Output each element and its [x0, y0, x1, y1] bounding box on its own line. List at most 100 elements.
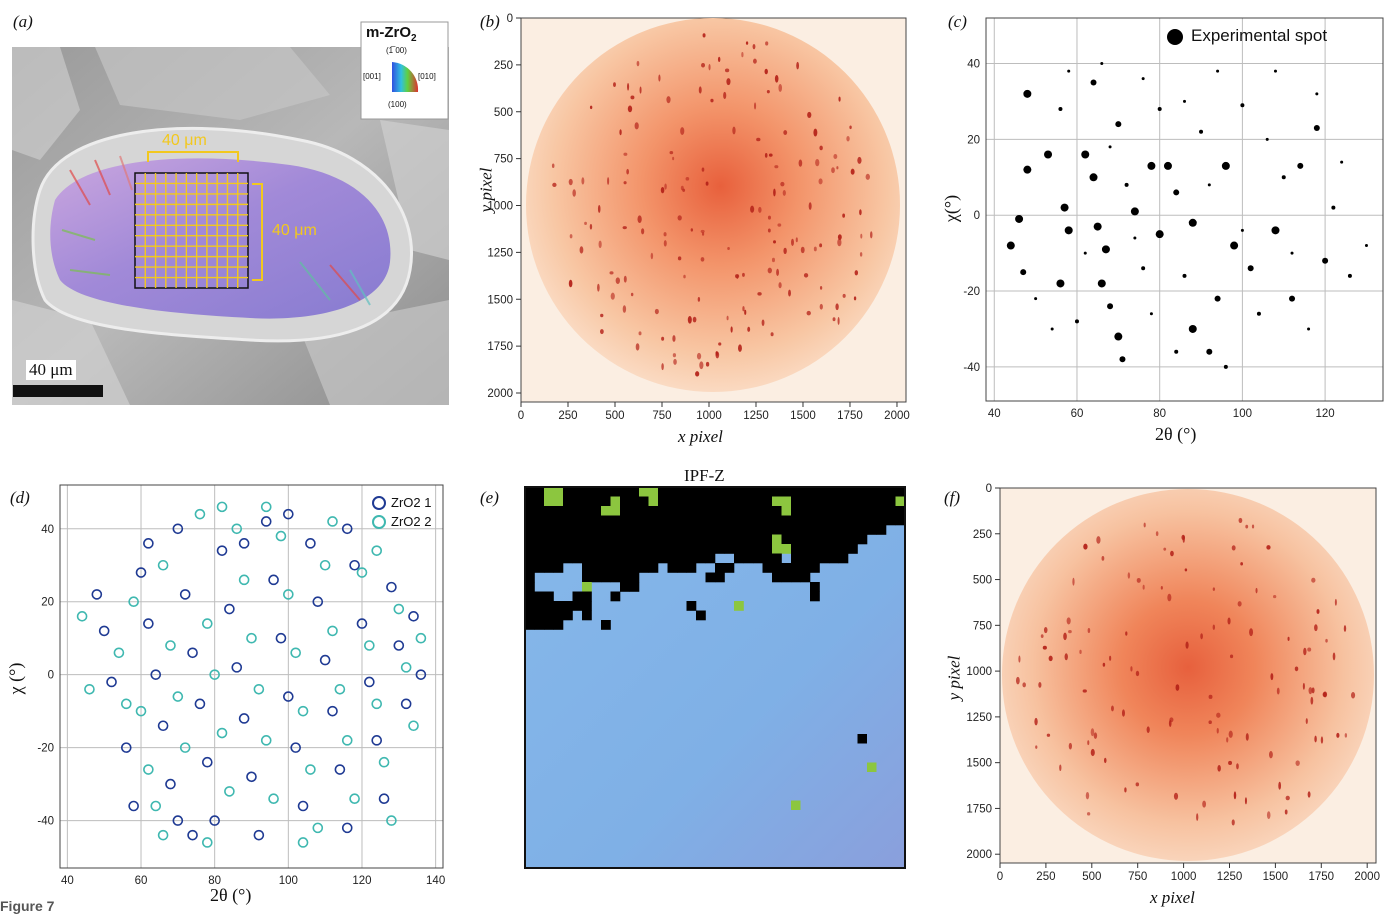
unindexed-pixel [867, 506, 877, 516]
diffraction-spot [1082, 689, 1087, 693]
unindexed-pixel [810, 515, 820, 526]
unindexed-pixel [838, 544, 849, 554]
unindexed-pixel [715, 563, 725, 573]
diffraction-spot [600, 313, 604, 318]
diffraction-spot [788, 289, 791, 297]
unindexed-pixel [629, 563, 640, 573]
zro2-2-spot [297, 705, 309, 717]
unindexed-pixel [857, 515, 868, 526]
unindexed-pixel [639, 525, 649, 535]
diffraction-spot [623, 152, 628, 156]
zro2-2-spot [172, 691, 184, 702]
experimental-spot [1322, 257, 1329, 264]
unindexed-pixel [620, 572, 630, 583]
diffraction-spot [767, 267, 772, 274]
diffraction-spot [765, 41, 769, 46]
y-tick-label: 0 [48, 670, 54, 682]
unindexed-pixel [762, 534, 773, 545]
unindexed-pixel [563, 553, 573, 564]
diffraction-spot [1302, 682, 1305, 690]
unindexed-pixel [857, 496, 868, 507]
diffraction-spot [1229, 654, 1234, 659]
diffraction-spot [1303, 647, 1307, 656]
unindexed-pixel [876, 496, 887, 507]
diffraction-spot [1181, 534, 1185, 540]
unindexed-pixel [591, 553, 602, 564]
diffraction-spot [796, 61, 800, 70]
diffraction-spot [1175, 684, 1180, 691]
green-grain-pixel [610, 496, 621, 507]
experimental-spot [1083, 251, 1087, 255]
legend-marker-c [1167, 29, 1183, 45]
diffraction-spot [1109, 655, 1112, 661]
unindexed-pixel [686, 544, 697, 554]
diffraction-spot [1160, 586, 1163, 590]
diffraction-spot [783, 130, 788, 135]
x-tick-label: 60 [1071, 408, 1084, 420]
unindexed-pixel [772, 563, 782, 573]
unindexed-pixel [772, 525, 782, 535]
diffraction-spot [1135, 670, 1140, 677]
zro2-1-spot [312, 596, 324, 608]
unindexed-pixel [658, 515, 668, 526]
xlabel-c: 2θ (°) [1155, 424, 1197, 444]
zro2-2-spot [356, 567, 368, 578]
unindexed-pixel [620, 544, 630, 554]
unindexed-pixel [715, 515, 725, 526]
unindexed-pixel [724, 534, 735, 545]
unindexed-pixel [534, 620, 545, 630]
unindexed-pixel [658, 553, 668, 564]
unindexed-pixel [544, 544, 554, 554]
unindexed-pixel [629, 553, 640, 564]
experimental-spot [1364, 244, 1368, 248]
diffraction-spot [815, 158, 820, 167]
diffraction-spot [702, 33, 706, 38]
y-tick-label: 1750 [966, 803, 992, 815]
unindexed-pixel [810, 487, 820, 497]
unindexed-pixel [572, 487, 583, 497]
legend-marker-zro2-1 [372, 496, 386, 510]
unindexed-pixel [601, 563, 611, 573]
unindexed-pixel [800, 487, 811, 497]
unindexed-pixel [781, 534, 792, 545]
zro2-2-spot [135, 705, 147, 717]
diffraction-spot [735, 274, 740, 279]
zro2-2-spot [224, 786, 235, 797]
unindexed-pixel [819, 525, 830, 535]
diffraction-spot [1018, 655, 1021, 663]
unindexed-pixel [658, 534, 668, 545]
diffraction-spot [724, 68, 730, 73]
unindexed-pixel [715, 544, 725, 554]
diffraction-spot [1124, 787, 1127, 793]
unindexed-pixel [838, 553, 849, 564]
zro2-1-spot [260, 516, 272, 527]
unindexed-pixel [791, 525, 801, 535]
diffraction-spot [589, 105, 593, 110]
diffraction-spot [630, 292, 634, 297]
zro2-2-spot [408, 720, 419, 732]
diffraction-spot [627, 83, 630, 91]
unindexed-pixel [563, 534, 573, 545]
x-tick-label: 1000 [1171, 871, 1197, 883]
diffraction-spot [710, 98, 714, 103]
diffraction-spot [1096, 536, 1101, 544]
diffraction-spot [1208, 694, 1213, 699]
unindexed-pixel [525, 620, 535, 630]
diffraction-spot [1083, 543, 1088, 550]
zro2-1-spot [283, 508, 294, 520]
diffraction-spot [1245, 524, 1249, 529]
x-tick-label: 2000 [884, 410, 910, 422]
unindexed-pixel [772, 515, 782, 526]
diffraction-spot [791, 238, 794, 246]
unindexed-pixel [743, 496, 754, 507]
zro2-1-spot [393, 640, 405, 651]
xlabel-d: 2θ (°) [210, 885, 252, 905]
diffraction-spot [774, 74, 779, 83]
zro2-1-spot [157, 720, 169, 732]
diffraction-spot [859, 252, 863, 257]
unindexed-pixel [734, 525, 744, 535]
unindexed-pixel [553, 544, 564, 554]
detector-image-b: 0 250 500 750 1000 1250 1500 1750 2000 0 250 500 750… [487, 13, 910, 422]
unindexed-pixel [867, 525, 877, 535]
y-tick-label: 2000 [966, 849, 992, 861]
